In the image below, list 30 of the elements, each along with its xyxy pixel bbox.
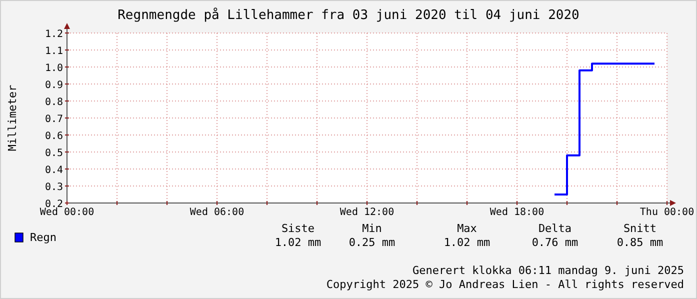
y-tick-label: 0.9 xyxy=(44,80,63,91)
x-tick-label: Thu 00:00 xyxy=(640,207,694,218)
text: 1.02 mm xyxy=(274,236,322,249)
y-tick-label: 0.6 xyxy=(44,131,63,142)
text: Generert klokka 06:11 mandag 9. juni 2025 xyxy=(412,264,684,277)
y-tick-label: 1.2 xyxy=(44,29,63,40)
y-tick-label: 1.0 xyxy=(44,63,63,74)
text: Delta xyxy=(538,222,572,235)
y-tick-label: 0.5 xyxy=(44,148,63,159)
legend-label: Regn xyxy=(30,231,56,244)
text: Copyright 2025 © Jo Andreas Lien - All rights reserved xyxy=(326,278,684,291)
y-tick-label: 0.7 xyxy=(44,114,63,125)
y-axis-title: Millimeter xyxy=(6,84,19,152)
text: Siste xyxy=(281,222,315,235)
text: 0.25 mm xyxy=(348,236,396,249)
x-tick-label: Wed 12:00 xyxy=(340,207,394,218)
y-tick-label: 0.8 xyxy=(44,97,63,108)
text: Max xyxy=(457,222,478,235)
text: 0.76 mm xyxy=(532,236,579,249)
text: 0.85 mm xyxy=(616,236,664,249)
text: 1.02 mm xyxy=(444,236,491,249)
x-tick-label: Wed 06:00 xyxy=(190,207,244,218)
chart-title: Regnmengde på Lillehammer fra 03 juni 2020 til 04 juni 2020 xyxy=(118,7,580,23)
text: Min xyxy=(362,222,382,235)
text: Snitt xyxy=(623,222,657,235)
y-tick-label: 0.4 xyxy=(44,165,63,176)
y-tick-label: 0.3 xyxy=(44,182,63,193)
x-tick-label: Wed 18:00 xyxy=(490,207,544,218)
x-tick-label: Wed 00:00 xyxy=(40,207,94,218)
y-tick-label: 1.1 xyxy=(44,46,63,57)
